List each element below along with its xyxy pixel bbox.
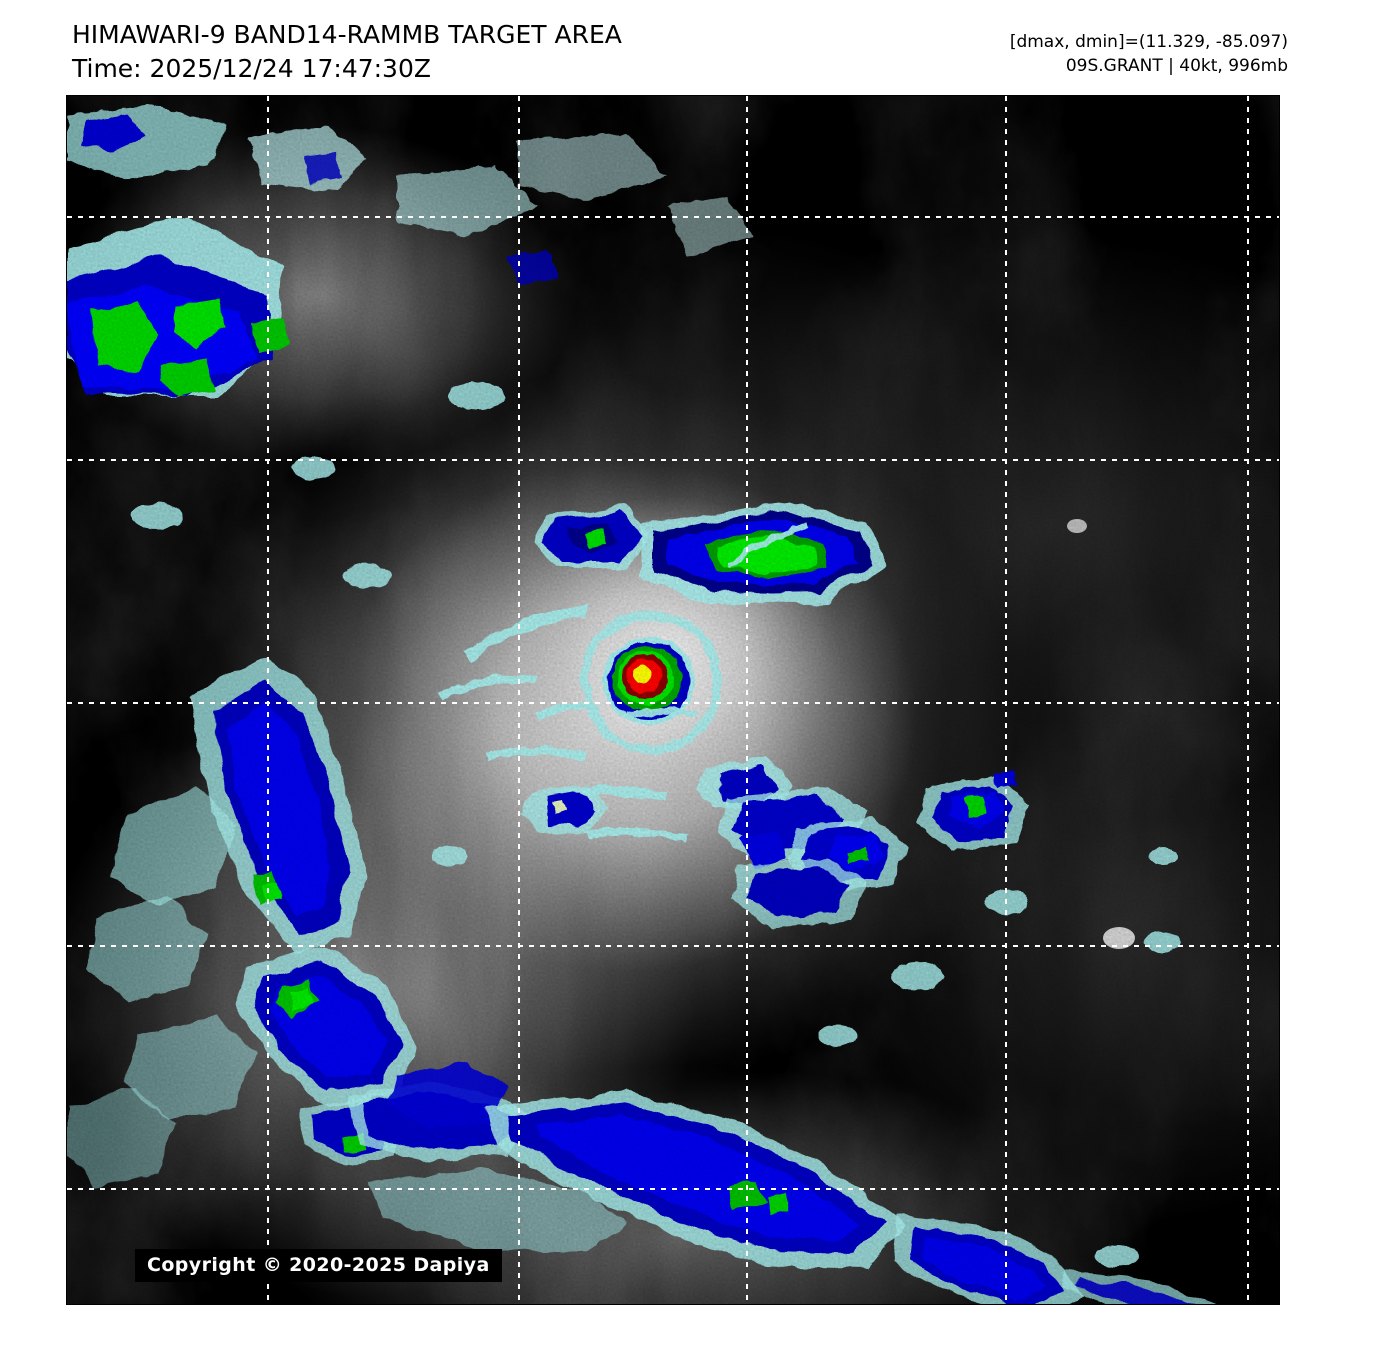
satellite-imagery-canvas — [67, 96, 1279, 1304]
dmax-dmin-label: [dmax, dmin]=(11.329, -85.097) — [1009, 32, 1288, 52]
copyright-banner: Copyright © 2020-2025 Dapiya — [135, 1249, 502, 1282]
satellite-image-plot[interactable]: 8°S 10°S 12°S 14°S 16°S 94°E 96°E 98°E 1… — [66, 95, 1280, 1305]
page-title: HIMAWARI-9 BAND14-RAMMB TARGET AREA — [72, 20, 622, 49]
header-metadata-block: [dmax, dmin]=(11.329, -85.097) 09S.GRANT… — [1010, 30, 1288, 78]
timestamp-label: Time: 2025/12/24 17:47:30Z — [72, 54, 431, 83]
header-title-block: HIMAWARI-9 BAND14-RAMMB TARGET AREA Time… — [72, 18, 622, 86]
storm-info-label: 09S.GRANT | 40kt, 996mb — [1065, 56, 1288, 76]
